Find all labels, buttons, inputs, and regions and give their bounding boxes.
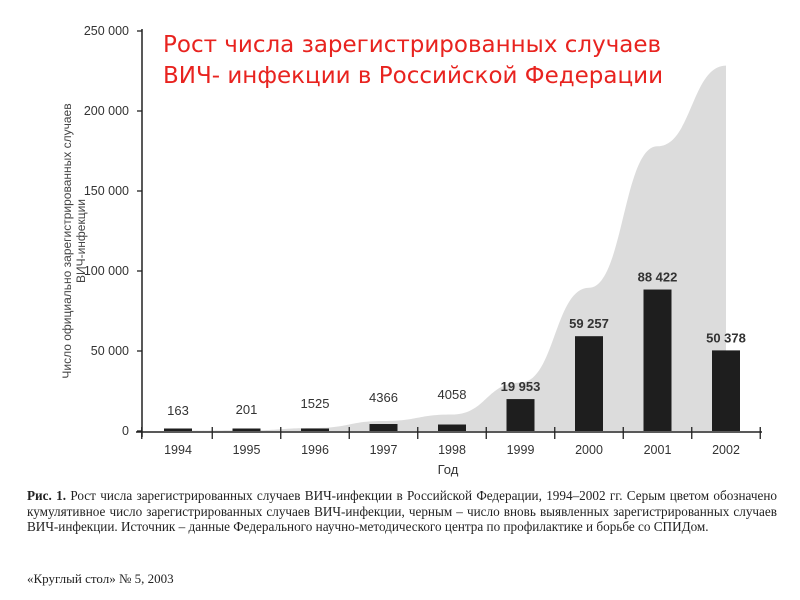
bar-value-label-2000: 59 257 [569, 316, 609, 331]
bar-1998 [438, 424, 466, 431]
bar-value-label-1994: 163 [167, 403, 189, 418]
cumulative-area [168, 65, 726, 431]
caption-label: Рис. 1. [27, 488, 67, 503]
bar-1994 [164, 428, 192, 431]
source-note: «Круглый стол» № 5, 2003 [27, 571, 174, 586]
slide-title: Рост числа зарегистрированных случаев ВИ… [163, 30, 663, 92]
y-tick-label-0: 0 [122, 424, 129, 438]
x-tick-label-1997: 1997 [370, 443, 398, 457]
bar-1997 [369, 424, 398, 431]
x-tick-label-1995: 1995 [233, 443, 261, 457]
y-tick-label-150000: 150 000 [84, 184, 129, 198]
figure-caption: Рис. 1. Рост числа зарегистрированных сл… [27, 488, 777, 535]
x-tick-label-1998: 1998 [438, 443, 466, 457]
y-tick-label-50000: 50 000 [91, 344, 129, 358]
bar-2001 [643, 289, 672, 431]
x-tick-label-2000: 2000 [575, 443, 603, 457]
y-axis-label: Число официально зарегистрированных случ… [60, 103, 88, 379]
x-tick-label-2002: 2002 [712, 443, 740, 457]
bar-1995 [232, 428, 261, 431]
x-tick-label-1996: 1996 [301, 443, 329, 457]
y-tick-label-200000: 200 000 [84, 104, 129, 118]
bar-value-label-1996: 1525 [301, 396, 330, 411]
bar-2000 [575, 336, 603, 431]
bar-value-label-1998: 4058 [438, 387, 467, 402]
bar-value-label-1997: 4366 [369, 390, 398, 405]
x-tick-label-1999: 1999 [507, 443, 535, 457]
bar-value-label-1999: 19 953 [501, 379, 541, 394]
x-tick-label-2001: 2001 [644, 443, 672, 457]
title-line-1: Рост числа зарегистрированных случаев [163, 32, 662, 58]
bar-value-label-2001: 88 422 [638, 270, 678, 285]
bar-value-label-2002: 50 378 [706, 330, 746, 345]
bar-2002 [712, 350, 740, 431]
bar-1996 [301, 428, 329, 431]
caption-text: Рост числа зарегистрированных случаев ВИ… [27, 488, 778, 535]
y-tick-label-100000: 100 000 [84, 264, 129, 278]
bar-value-label-1995: 201 [236, 402, 258, 417]
title-line-2: ВИЧ- инфекции в Российской Федерации [163, 63, 664, 89]
x-tick-label-1994: 1994 [164, 443, 192, 457]
bar-1999 [506, 399, 535, 431]
x-axis-label: Год [438, 462, 459, 477]
y-tick-label-250000: 250 000 [84, 24, 129, 38]
